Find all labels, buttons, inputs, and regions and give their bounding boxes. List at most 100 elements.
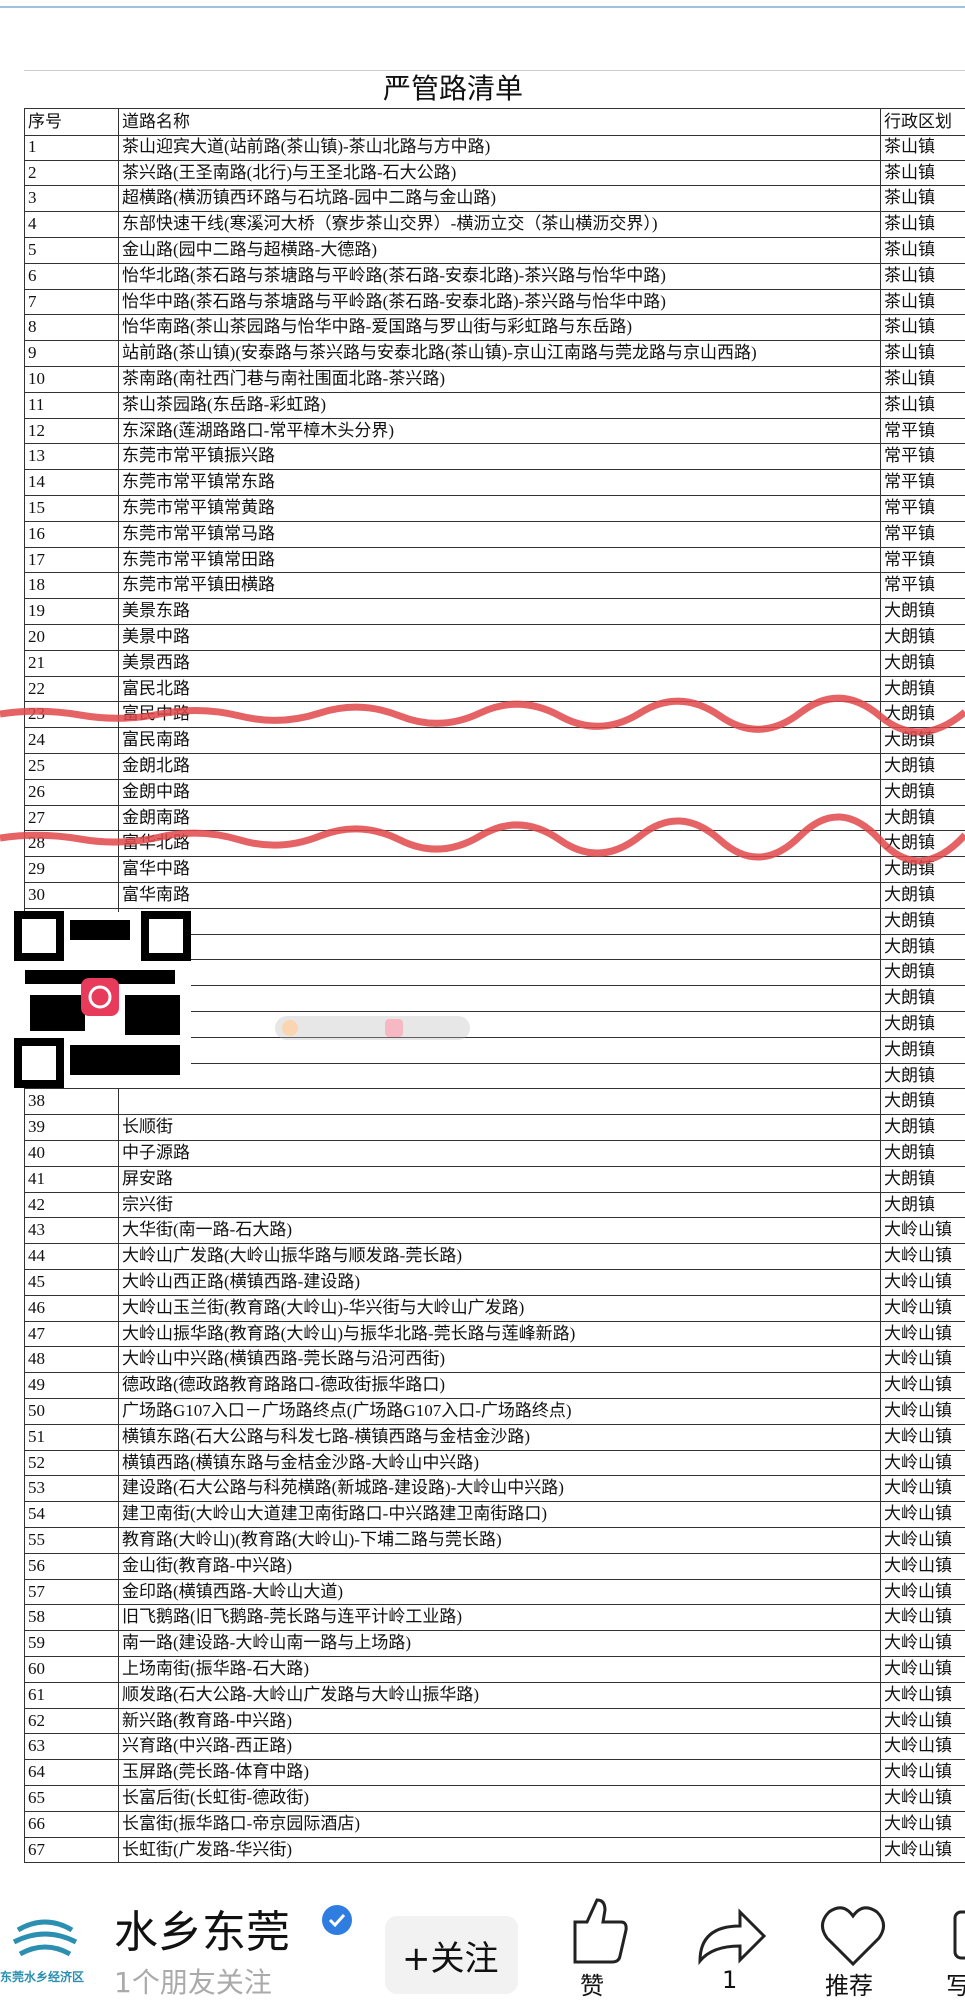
table-row: 42 宗兴街 大朗镇 (24, 1191, 965, 1219)
district: 常平镇 (880, 469, 965, 495)
table-row: 41 屏安路 大朗镇 (24, 1165, 965, 1193)
road-name: 上场南街(振华路-石大路) (118, 1656, 880, 1682)
district: 常平镇 (880, 417, 965, 444)
district: 茶山镇 (880, 340, 965, 366)
write-icon[interactable] (953, 1910, 965, 1960)
district: 大朗镇 (880, 1114, 965, 1140)
road-name: 长富后街(长虹街-德政街) (118, 1785, 880, 1811)
row-number: 66 (24, 1810, 118, 1837)
table-row: 10 茶南路(南社西门巷与南社围面北路-茶兴路) 茶山镇 (24, 366, 965, 393)
recommend-label[interactable]: 推荐 (825, 1972, 873, 2000)
row-number: 12 (24, 417, 118, 444)
district: 大朗镇 (880, 959, 965, 986)
row-number: 16 (24, 520, 118, 547)
road-name: 东深路(莲湖路路口-常平樟木头分界) (118, 417, 880, 444)
write-label[interactable]: 写 (946, 1972, 965, 2000)
follow-label[interactable]: +关注 (402, 1939, 499, 1979)
table-row: 63 兴育路(中兴路-西正路) 大岭山镇 (24, 1733, 965, 1761)
row-number: 56 (24, 1552, 118, 1579)
row-number: 39 (24, 1114, 118, 1140)
top-line (0, 6, 965, 8)
road-name: 金朗北路 (118, 753, 880, 779)
row-number: 46 (24, 1294, 118, 1321)
road-name: 宗兴街 (118, 1191, 880, 1218)
table-row: 11 茶山茶园路(东岳路-彩虹路) 茶山镇 (24, 391, 965, 419)
overlay (0, 694, 965, 1088)
district: 常平镇 (880, 520, 965, 547)
table-row: 29 富华中路 大朗镇 (24, 856, 965, 883)
table-row: 52 横镇西路(横镇东路与金桔金沙路-大岭山中兴路) 大岭山镇 (24, 1449, 965, 1477)
row-number: 4 (24, 211, 118, 237)
district: 茶山镇 (880, 159, 965, 186)
district: 大朗镇 (880, 1036, 965, 1063)
table-row: 55 教育路(大岭山)(教育路(大岭山)-下埔二路与莞长路) 大岭山镇 (24, 1527, 965, 1554)
like-icon[interactable] (573, 1898, 628, 1964)
table-row: 39 长顺街 大朗镇 (24, 1114, 965, 1141)
row-number: 2 (24, 159, 118, 186)
row-number: 57 (24, 1578, 118, 1605)
road-name: 大岭山中兴路(横镇西路-莞长路与沿河西街) (118, 1346, 880, 1373)
district: 大朗镇 (880, 882, 965, 908)
header-cell: 序号 (24, 109, 118, 135)
road-name: 富民南路 (118, 727, 880, 753)
district: 茶山镇 (880, 288, 965, 315)
district: 大岭山镇 (880, 1320, 965, 1347)
table-row: 67 长虹街(广发路-华兴街) 大岭山镇 (24, 1836, 965, 1864)
table-row: 19 美景东路 大朗镇 (24, 598, 965, 625)
row-number: 29 (24, 856, 118, 882)
district: 茶山镇 (880, 211, 965, 237)
row-number: 43 (24, 1217, 118, 1244)
table-row: 8 怡华南路(茶山茶园路与怡华中路-爱国路与罗山街与彩虹路与东岳路) 茶山镇 (24, 314, 965, 342)
district: 大朗镇 (880, 1165, 965, 1192)
strike-line (0, 694, 965, 736)
road-name: 东莞市常平镇振兴路 (118, 443, 880, 470)
row-number: 49 (24, 1372, 118, 1398)
table-row: 3 超横路(横沥镇西环路与石坑路-园中二路与金山路) 茶山镇 (24, 185, 965, 213)
road-name: 东部快速干线(寒溪河大桥（寮步茶山交界）-横沥立交（茶山横沥交界）) (118, 211, 880, 237)
road-name: 中子源路 (118, 1140, 880, 1166)
table-row: 53 建设路(石大公路与科苑横路(新城路-建设路)-大岭山中兴路) 大岭山镇 (24, 1475, 965, 1503)
row-number: 25 (24, 753, 118, 779)
road-name: 东莞市常平镇常黄路 (118, 495, 880, 521)
district: 大岭山镇 (880, 1759, 965, 1785)
header-row: 序号 道路名称 行政区划 (24, 108, 965, 136)
table-row: 7 怡华中路(茶石路与茶塘路与平岭路(茶石路-安泰北路)-茶兴路与怡华中路) 茶山镇 (24, 288, 965, 316)
row-number: 10 (24, 366, 118, 392)
row-number: 62 (24, 1707, 118, 1734)
road-name: 大岭山广发路(大岭山振华路与顺发路-莞长路) (118, 1243, 880, 1269)
account-name[interactable]: 水乡东莞 (114, 1907, 290, 1958)
district: 大朗镇 (880, 778, 965, 805)
share-icon[interactable] (698, 1908, 767, 1966)
road-name: 大华街(南一路-石大路) (118, 1217, 880, 1244)
table-row: 50 广场路G107入口－广场路终点(广场路G107入口-广场路终点) 大岭山镇 (24, 1398, 965, 1425)
district: 大岭山镇 (880, 1449, 965, 1476)
row-number: 55 (24, 1527, 118, 1553)
district: 大岭山镇 (880, 1243, 965, 1269)
district: 大朗镇 (880, 804, 965, 831)
road-name: 富华南路 (118, 882, 880, 908)
table-row: 54 建卫南街(大岭山大道建卫南街路口-中兴路建卫南街路口) 大岭山镇 (24, 1501, 965, 1528)
row-number: 1 (24, 133, 118, 160)
district: 大岭山镇 (880, 1475, 965, 1502)
watermark (275, 1016, 470, 1040)
row-number: 22 (24, 675, 118, 702)
table-row: 26 金朗中路 大朗镇 (24, 778, 965, 806)
road-name: 怡华南路(茶山茶园路与怡华中路-爱国路与罗山街与彩虹路与东岳路) (118, 314, 880, 341)
district: 常平镇 (880, 443, 965, 470)
district: 茶山镇 (880, 237, 965, 263)
bar-icons (12, 1898, 965, 1994)
row-number: 20 (24, 624, 118, 650)
table-row: 20 美景中路 大朗镇 (24, 624, 965, 651)
like-label[interactable]: 赞 (580, 1972, 604, 2000)
follow-button[interactable] (385, 1916, 518, 1994)
table-row: 51 横镇东路(石大公路与科发七路-横镇西路与金桔金沙路) 大岭山镇 (24, 1423, 965, 1451)
row-number: 18 (24, 572, 118, 599)
heart-icon[interactable] (821, 1906, 885, 1967)
road-name: 富华中路 (118, 856, 880, 882)
district: 大岭山镇 (880, 1217, 965, 1244)
road-name: 怡华中路(茶石路与茶塘路与平岭路(茶石路-安泰北路)-茶兴路与怡华中路) (118, 288, 880, 315)
district: 大朗镇 (880, 1062, 965, 1089)
strike-line (0, 813, 965, 865)
district: 大岭山镇 (880, 1552, 965, 1579)
